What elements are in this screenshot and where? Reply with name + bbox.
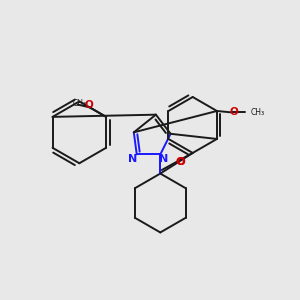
Text: N: N [159,154,169,164]
Text: CH₃: CH₃ [251,108,265,117]
Text: O: O [85,100,93,110]
Text: CH₃: CH₃ [72,99,86,108]
Text: O: O [230,107,239,117]
Text: O: O [176,157,185,167]
Text: O: O [176,157,185,167]
Text: N: N [128,154,137,164]
